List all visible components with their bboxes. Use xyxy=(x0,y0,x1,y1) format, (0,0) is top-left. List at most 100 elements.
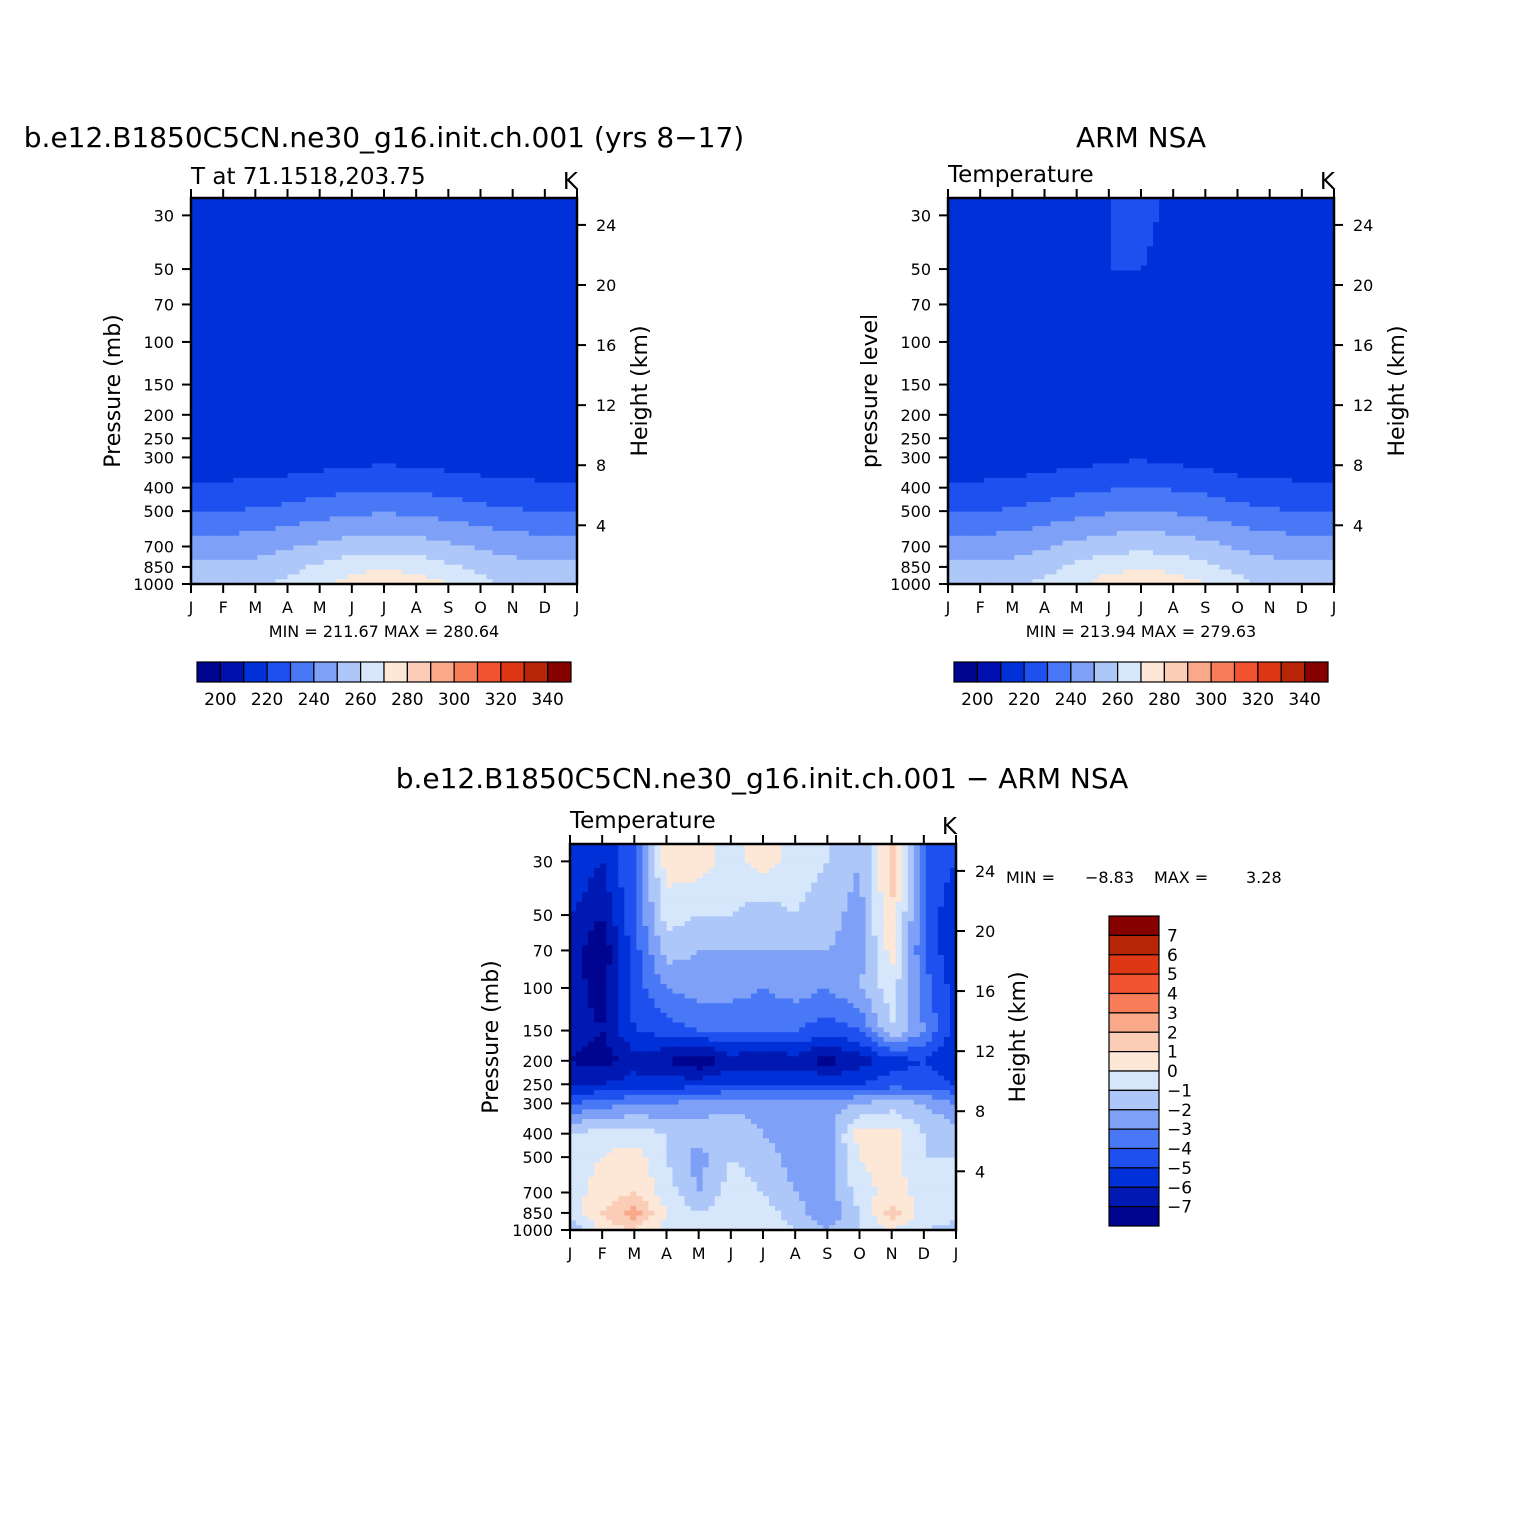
field-cell xyxy=(474,313,482,320)
field-cell xyxy=(359,333,367,339)
field-cell xyxy=(269,468,277,474)
field-cell xyxy=(245,419,252,426)
field-cell xyxy=(245,207,252,214)
field-cell xyxy=(227,241,234,247)
field-cell xyxy=(359,405,367,411)
field-cell xyxy=(233,265,240,271)
field-cell xyxy=(191,236,198,243)
field-cell xyxy=(251,458,258,464)
field-cell xyxy=(329,564,337,571)
field-cell xyxy=(516,357,524,363)
field-cell xyxy=(558,347,566,353)
field-cell xyxy=(432,347,439,353)
field-cell xyxy=(408,251,415,257)
field-cell xyxy=(245,511,252,518)
field-cell xyxy=(203,236,210,243)
field-cell xyxy=(498,545,506,551)
field-cell xyxy=(329,429,337,436)
field-cell xyxy=(564,473,572,479)
field-cell xyxy=(468,521,476,527)
field-cell xyxy=(263,352,271,358)
field-cell xyxy=(438,347,445,353)
field-cell xyxy=(540,202,548,209)
field-cell xyxy=(528,540,536,546)
field-cell xyxy=(564,304,572,310)
field-cell xyxy=(317,255,325,262)
field-cell xyxy=(546,526,554,532)
field-cell xyxy=(215,526,222,532)
field-cell xyxy=(269,280,277,286)
field-cell xyxy=(390,473,397,479)
field-cell xyxy=(233,434,240,440)
field-cell xyxy=(426,198,433,204)
field-cell xyxy=(365,400,373,407)
field-cell xyxy=(191,535,198,542)
field-cell xyxy=(221,226,228,233)
field-cell xyxy=(371,448,379,455)
field-cell xyxy=(426,545,433,551)
field-cell xyxy=(359,477,367,484)
field-cell xyxy=(462,255,470,262)
field-cell xyxy=(402,434,409,440)
field-cell xyxy=(305,275,313,281)
field-cell xyxy=(299,386,307,392)
field-cell xyxy=(426,212,433,218)
field-cell xyxy=(462,439,470,445)
field-cell xyxy=(287,231,295,238)
field-cell xyxy=(239,246,246,252)
field-cell xyxy=(384,217,391,223)
field-cell xyxy=(528,453,536,460)
field-cell xyxy=(570,477,577,484)
field-cell xyxy=(377,226,385,233)
field-cell xyxy=(353,308,361,315)
field-cell xyxy=(347,439,355,445)
field-cell xyxy=(540,497,548,503)
field-cell xyxy=(402,347,409,353)
field-cell xyxy=(384,497,391,503)
field-cell xyxy=(263,415,271,421)
field-cell xyxy=(347,550,355,556)
field-cell xyxy=(384,352,391,358)
field-cell xyxy=(486,415,494,421)
field-cell xyxy=(486,439,494,445)
field-cell xyxy=(197,424,204,431)
field-cell xyxy=(456,434,464,440)
field-cell xyxy=(209,275,216,281)
field-cell xyxy=(287,289,295,296)
field-cell xyxy=(522,362,530,368)
field-cell xyxy=(420,352,427,358)
field-cell xyxy=(420,419,427,426)
field-cell xyxy=(377,429,385,436)
field-cell xyxy=(552,501,560,508)
field-cell xyxy=(444,333,451,339)
field-cell xyxy=(323,299,331,305)
field-cell xyxy=(396,424,403,431)
field-cell xyxy=(203,492,210,498)
field-cell xyxy=(311,506,319,513)
field-cell xyxy=(275,540,283,546)
field-cell xyxy=(456,497,464,503)
field-cell xyxy=(323,429,331,436)
field-cell xyxy=(552,212,560,218)
field-cell xyxy=(528,391,536,397)
field-cell xyxy=(558,540,566,546)
field-cell xyxy=(468,246,476,252)
field-cell xyxy=(353,241,361,247)
field-cell xyxy=(341,236,349,243)
field-cell xyxy=(462,246,470,252)
field-cell xyxy=(516,516,524,522)
field-cell xyxy=(510,352,518,358)
field-cell xyxy=(420,294,427,300)
field-cell xyxy=(516,284,524,291)
field-cell xyxy=(504,473,512,479)
field-cell xyxy=(245,415,252,421)
field-cell xyxy=(263,535,271,542)
field-cell xyxy=(287,308,295,315)
field-cell xyxy=(546,473,554,479)
field-cell xyxy=(197,482,204,489)
field-cell xyxy=(359,448,367,455)
field-cell xyxy=(402,540,409,546)
field-cell xyxy=(209,318,216,325)
field-cell xyxy=(522,405,530,411)
